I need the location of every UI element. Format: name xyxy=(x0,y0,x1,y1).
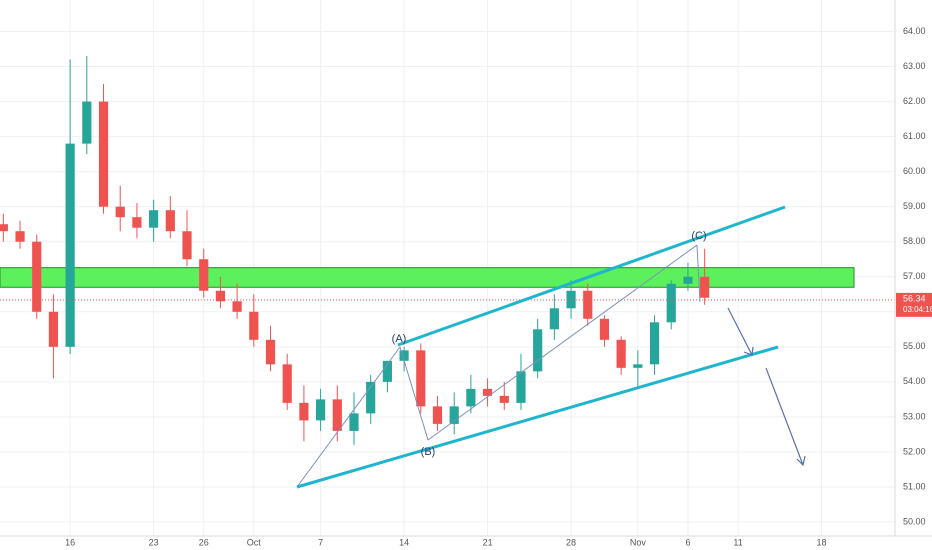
candle-body xyxy=(666,283,676,323)
channel-lower xyxy=(296,345,779,489)
candle-body xyxy=(232,301,242,312)
y-tick-label: 64.00 xyxy=(903,26,926,36)
wave-line xyxy=(399,346,429,441)
y-tick-label: 50.00 xyxy=(903,516,926,526)
channel-upper xyxy=(397,205,786,347)
candle-body xyxy=(399,350,409,361)
wave-label: (A) xyxy=(392,333,407,345)
last-price-label: 56.34 xyxy=(903,293,926,303)
candle-body xyxy=(82,101,92,144)
x-tick-label: 14 xyxy=(399,537,409,547)
x-tick-label: 16 xyxy=(65,537,75,547)
drawings: (A) (B) (C) xyxy=(296,205,806,489)
candle-body xyxy=(449,406,459,424)
wave-line xyxy=(427,244,698,441)
candle-body xyxy=(633,364,643,368)
y-tick-label: 63.00 xyxy=(903,61,926,71)
y-tick-label: 61.00 xyxy=(903,131,926,141)
candle-body xyxy=(549,308,559,330)
candle-body xyxy=(599,318,610,340)
x-tick-label: Nov xyxy=(630,537,647,547)
x-tick-label: 6 xyxy=(685,537,690,547)
x-tick-label: 18 xyxy=(817,537,827,547)
candle-body xyxy=(466,388,476,407)
y-tick-label: 53.00 xyxy=(903,411,926,421)
last-price-box xyxy=(896,292,932,317)
arrow xyxy=(765,367,806,467)
zone-layer xyxy=(0,267,855,288)
candle-body xyxy=(282,364,292,403)
candle-body xyxy=(299,402,309,421)
y-tick-label: 51.00 xyxy=(903,481,926,491)
candle-body xyxy=(316,399,326,421)
x-tick-label: 21 xyxy=(483,537,493,547)
candle-body xyxy=(15,231,25,242)
y-tick-label: 57.00 xyxy=(903,271,926,281)
axes: 50.0051.0052.0053.0054.0055.0056.0057.00… xyxy=(65,26,932,547)
candle-body xyxy=(382,360,392,382)
y-tick-label: 54.00 xyxy=(903,376,926,386)
candle-body xyxy=(215,290,226,302)
wave-line xyxy=(696,244,701,303)
x-tick-label: Oct xyxy=(247,537,262,547)
candle-body xyxy=(115,206,125,218)
candle-body xyxy=(0,224,8,232)
candle-body xyxy=(700,276,710,298)
candle-body xyxy=(583,290,593,319)
arrow xyxy=(727,307,754,356)
candle-body xyxy=(132,217,142,228)
price-axis xyxy=(895,0,932,550)
candle-body xyxy=(616,339,626,368)
candle-body xyxy=(533,329,543,372)
candle-body xyxy=(98,101,109,207)
candle-body xyxy=(65,143,75,347)
y-tick-label: 62.00 xyxy=(903,96,926,106)
candle-body xyxy=(366,381,376,414)
wave-label: (C) xyxy=(691,230,706,242)
candle-body xyxy=(149,210,159,228)
wave-line xyxy=(296,346,401,488)
candle-body xyxy=(249,311,259,340)
candle-body xyxy=(349,413,359,431)
x-tick-label: 28 xyxy=(566,537,576,547)
candle-body xyxy=(416,350,426,407)
candle-body xyxy=(566,290,576,309)
candle-body xyxy=(499,395,509,403)
candle-body xyxy=(516,371,526,403)
candle-body xyxy=(182,231,192,260)
y-tick-label: 59.00 xyxy=(903,201,926,211)
x-tick-label: 11 xyxy=(733,537,742,547)
y-tick-label: 52.00 xyxy=(903,446,926,456)
y-tick-label: 60.00 xyxy=(903,166,926,176)
resistance-zone xyxy=(0,267,855,288)
candle-body xyxy=(432,406,443,424)
candle-body xyxy=(683,276,693,284)
y-tick-label: 55.00 xyxy=(903,341,926,351)
candle-body xyxy=(265,339,276,365)
candle-body xyxy=(165,210,175,232)
candles xyxy=(0,56,895,445)
x-tick-label: 23 xyxy=(149,537,159,547)
candle-body xyxy=(48,311,59,347)
candle-body xyxy=(32,241,42,312)
x-tick-label: 7 xyxy=(318,537,323,547)
countdown-label: 03:04:16 xyxy=(903,305,932,314)
candle-body xyxy=(649,322,660,365)
y-tick-label: 58.00 xyxy=(903,236,926,246)
candle-body xyxy=(482,388,493,396)
x-tick-label: 26 xyxy=(199,537,209,547)
candle-body xyxy=(199,259,209,291)
wave-label: (B) xyxy=(421,446,436,458)
candle-body xyxy=(332,399,342,431)
